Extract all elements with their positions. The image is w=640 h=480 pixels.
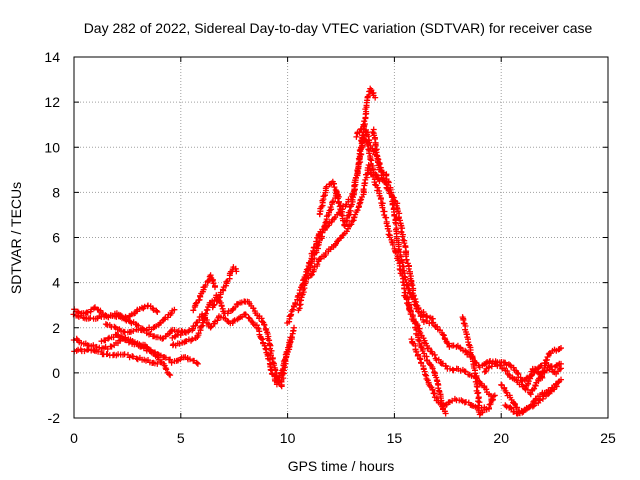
marker-path xyxy=(408,336,449,417)
marker-path xyxy=(459,314,498,418)
series-track-23 xyxy=(523,345,565,389)
y-tick-label: 6 xyxy=(52,230,60,246)
series-track-8 xyxy=(169,292,298,390)
marker-path xyxy=(369,126,436,322)
series-track-10 xyxy=(209,264,240,311)
marker-path xyxy=(209,264,240,311)
y-tick-label: 4 xyxy=(52,275,60,291)
marker-path xyxy=(523,345,565,389)
data-markers xyxy=(70,85,565,418)
marker-path xyxy=(102,306,178,336)
marker-path xyxy=(190,272,218,314)
x-tick-label: 25 xyxy=(600,430,616,446)
y-tick-label: 0 xyxy=(52,365,60,381)
x-tick-label: 15 xyxy=(387,430,403,446)
series-track-15 xyxy=(353,121,565,385)
marker-path xyxy=(353,121,565,385)
marker-path xyxy=(502,383,560,417)
series-track-3 xyxy=(70,335,201,367)
x-tick-label: 5 xyxy=(177,430,185,446)
marker-path xyxy=(98,331,174,379)
marker-path xyxy=(401,292,490,412)
x-tick-label: 20 xyxy=(493,430,509,446)
x-tick-labels: 0 5 10 15 20 25 xyxy=(70,430,616,446)
series-track-16 xyxy=(369,126,436,322)
y-tick-label: 12 xyxy=(44,94,60,110)
y-tick-label: 10 xyxy=(44,139,60,155)
series-track-14 xyxy=(316,178,342,218)
series-track-6 xyxy=(102,306,178,336)
marker-path xyxy=(70,335,201,367)
marker-path xyxy=(295,85,379,314)
series-track-19 xyxy=(459,314,498,418)
y-axis-label: SDTVAR / TECUs xyxy=(8,182,24,294)
marker-path xyxy=(169,292,298,390)
y-tick-label: 2 xyxy=(52,320,60,336)
x-tick-label: 0 xyxy=(70,430,78,446)
series-track-17 xyxy=(401,292,490,412)
x-axis-label: GPS time / hours xyxy=(288,458,395,474)
series-track-18 xyxy=(408,336,449,417)
y-tick-label: 8 xyxy=(52,184,60,200)
series-track-5 xyxy=(98,331,174,379)
y-tick-label: 14 xyxy=(44,49,60,65)
axis-ticks xyxy=(73,56,609,419)
chart-title: Day 282 of 2022, Sidereal Day-to-day VTE… xyxy=(84,20,593,36)
marker-path xyxy=(316,178,342,218)
series-track-13 xyxy=(295,85,379,314)
y-tick-label: -2 xyxy=(48,410,61,426)
x-tick-label: 10 xyxy=(280,430,296,446)
series-track-22 xyxy=(502,383,560,417)
y-tick-labels: -2 0 2 4 6 8 10 12 14 xyxy=(44,49,60,426)
series-track-9 xyxy=(190,272,218,314)
